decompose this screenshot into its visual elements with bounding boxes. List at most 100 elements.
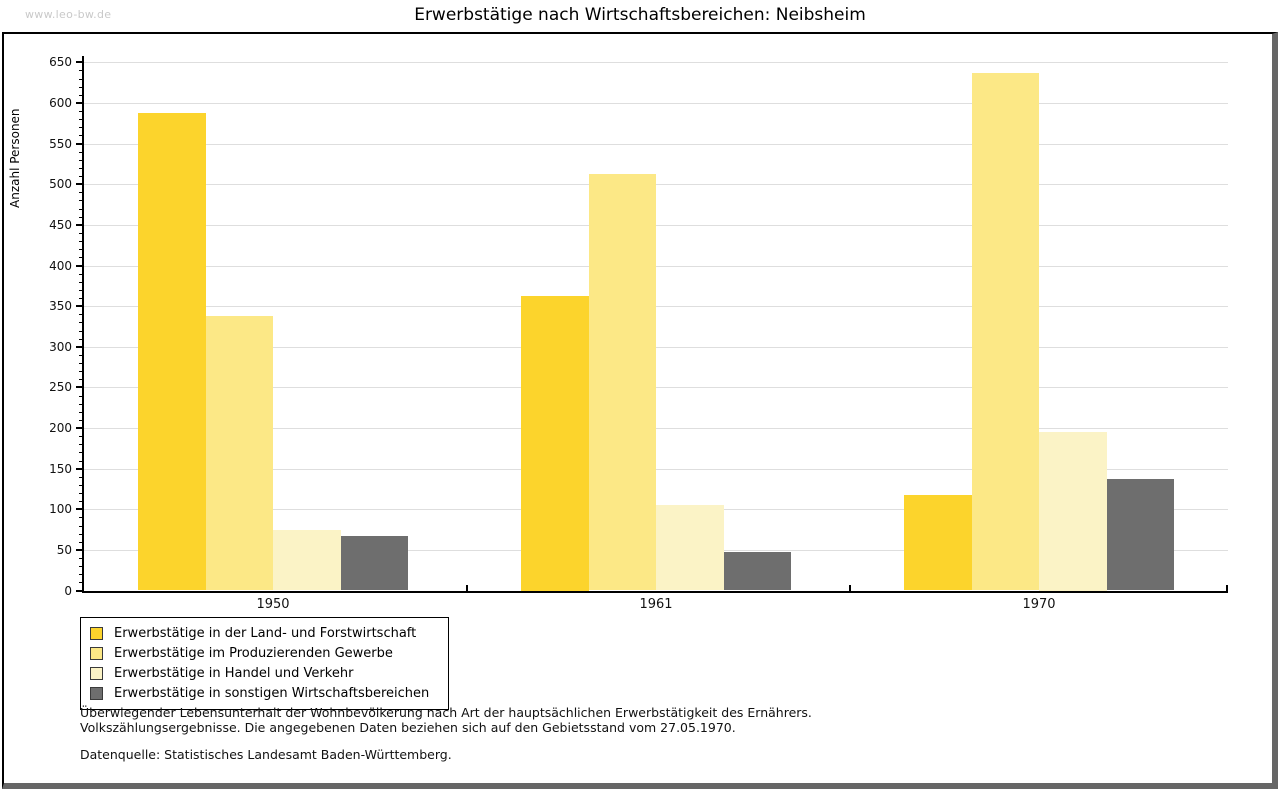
y-tick-minor (79, 78, 82, 80)
y-tick-minor (79, 354, 82, 356)
page-title: Erwerbstätige nach Wirtschaftsbereichen:… (414, 5, 866, 25)
x-axis-line (82, 590, 1228, 593)
bar-1970-series-4 (1106, 479, 1174, 591)
y-tick-minor (79, 517, 82, 519)
y-tick-minor (79, 192, 82, 194)
bar-1961-series-4 (723, 552, 791, 591)
y-tick-minor (79, 363, 82, 364)
legend: Erwerbstätige in der Land- und Forstwirt… (80, 617, 449, 710)
gridline-550 (84, 143, 1228, 145)
y-tick-minor (79, 525, 82, 527)
y-tick-minor (79, 135, 82, 137)
x-axis-tick-3 (1226, 584, 1228, 592)
y-tick-minor (79, 476, 82, 478)
y-tick-label: 650 (49, 55, 72, 70)
y-tick-minor (79, 501, 82, 503)
legend-label-2: Erwerbstätige im Produzierenden Gewerbe (114, 645, 393, 661)
y-tick-minor (79, 298, 82, 299)
y-tick-minor (79, 127, 82, 129)
y-tick-label: 600 (49, 95, 72, 110)
legend-label-1: Erwerbstätige in der Land- und Forstwirt… (114, 625, 417, 641)
bar-1961-series-1 (521, 295, 589, 591)
y-tick-minor (79, 322, 82, 324)
y-tick-minor (79, 395, 82, 397)
legend-swatch-4 (90, 686, 103, 700)
gridline-650 (84, 62, 1228, 64)
y-tick-minor (79, 70, 82, 72)
y-tick-minor (79, 241, 82, 243)
bar-1950-series-2 (205, 315, 273, 591)
y-tick-major (76, 183, 82, 186)
y-tick-minor (79, 176, 82, 178)
gridline-250 (84, 387, 1228, 389)
bar-1950-series-4 (340, 536, 408, 591)
y-tick-minor (79, 558, 82, 559)
y-tick-minor (79, 338, 82, 340)
bar-1950-series-1 (138, 112, 206, 591)
footnote-source: Datenquelle: Statistisches Landesamt Bad… (80, 747, 452, 762)
y-tick-label: 200 (49, 421, 72, 435)
y-tick-major (76, 142, 82, 145)
gridline-600 (84, 102, 1228, 104)
legend-row-4: Erwerbstätige in sonstigen Wirtschaftsbe… (90, 683, 439, 703)
gridline-350 (84, 306, 1228, 308)
y-tick-major (76, 508, 82, 511)
legend-swatch-2 (90, 646, 103, 660)
y-tick-minor (79, 314, 82, 316)
legend-label-4: Erwerbstätige in sonstigen Wirtschaftsbe… (114, 685, 430, 701)
y-tick-major (76, 467, 82, 470)
bar-1961-series-2 (588, 173, 656, 591)
legend-swatch-1 (90, 626, 103, 640)
chart-frame-inner: Anzahl Personen 0 50 100 150 200 250 300 350 400… (4, 34, 1272, 783)
y-tick-major (76, 61, 82, 64)
y-tick-label: 50 (56, 542, 72, 557)
y-axis-line (82, 56, 84, 593)
y-tick-label: 300 (49, 339, 72, 354)
y-tick-minor (79, 167, 82, 169)
y-tick-minor (79, 273, 82, 275)
y-tick-minor (79, 86, 82, 88)
y-tick-minor (79, 200, 82, 202)
legend-row-3: Erwerbstätige in Handel und Verkehr (90, 663, 439, 683)
plot-area: 0 50 100 150 200 250 300 350 400 450 500 550 600 650 1… (4, 34, 1272, 654)
y-tick-major (76, 101, 82, 104)
y-tick-major (76, 264, 82, 267)
legend-row-2: Erwerbstätige im Produzierenden Gewerbe (90, 643, 439, 663)
y-tick-minor (79, 208, 82, 210)
y-tick-label: 350 (49, 299, 72, 314)
y-tick-minor (79, 216, 82, 218)
y-tick-major (76, 427, 82, 429)
bar-1970-series-1 (904, 494, 972, 591)
gridline-150 (84, 468, 1228, 470)
y-tick-label: 0 (64, 583, 72, 598)
x-axis-tick-1 (466, 584, 468, 592)
gridline-400 (84, 265, 1228, 267)
y-tick-minor (79, 330, 82, 332)
y-tick-minor (79, 151, 82, 153)
y-tick-major (76, 589, 82, 592)
y-tick-minor (79, 379, 82, 381)
y-tick-minor (79, 582, 82, 584)
y-tick-minor (79, 119, 82, 121)
y-tick-minor (79, 94, 82, 96)
y-tick-minor (79, 232, 82, 234)
y-tick-label: 100 (49, 502, 72, 517)
y-tick-minor (79, 574, 82, 576)
x-category-label-1961: 1961 (639, 596, 673, 612)
y-tick-minor (79, 533, 82, 535)
legend-swatch-3 (90, 666, 103, 680)
y-tick-label: 550 (49, 136, 72, 151)
watermark: www.leo-bw.de (25, 8, 112, 21)
y-tick-minor (79, 541, 82, 543)
y-tick-minor (79, 111, 82, 113)
x-axis-tick-2 (849, 584, 851, 592)
gridline-300 (84, 346, 1228, 348)
y-tick-minor (79, 452, 82, 454)
gridline-450 (84, 224, 1228, 226)
y-tick-minor (79, 281, 82, 283)
y-tick-minor (79, 460, 82, 462)
legend-row-1: Erwerbstätige in der Land- und Forstwirt… (90, 623, 439, 643)
bar-1970-series-2 (971, 72, 1039, 591)
chart-frame: Anzahl Personen 0 50 100 150 200 250 300 350 400… (2, 32, 1278, 789)
